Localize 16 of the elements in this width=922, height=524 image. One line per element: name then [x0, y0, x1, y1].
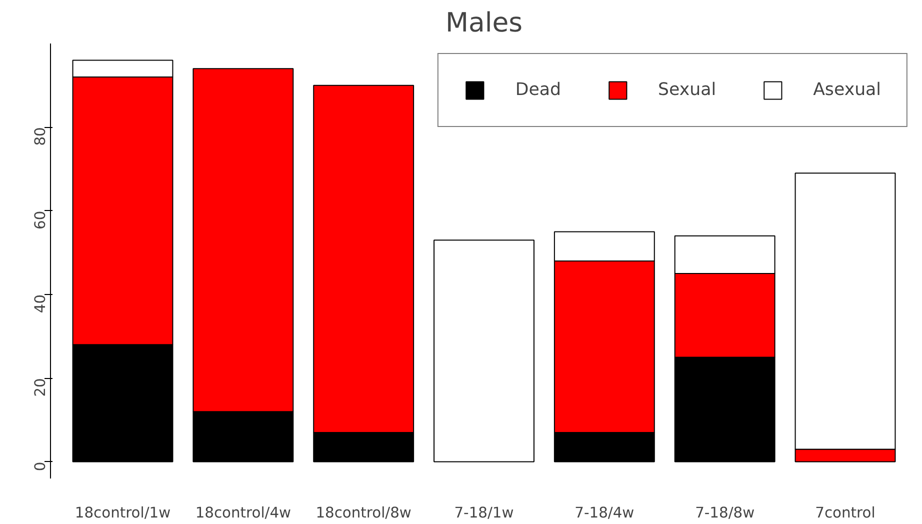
legend-label: Dead: [515, 80, 562, 100]
x-tick-label: 7-18/1w: [454, 504, 514, 522]
y-tick-label: 60: [32, 210, 49, 230]
x-tick-label: 7-18/4w: [574, 504, 634, 522]
y-tick-label: 0: [32, 462, 49, 472]
chart-title: Males: [445, 8, 523, 38]
x-tick-label: 7control: [815, 504, 876, 522]
y-tick-label: 80: [32, 127, 49, 146]
x-tick-label: 18control/1w: [74, 504, 171, 522]
x-tick-label: 18control/4w: [195, 504, 292, 522]
legend-label: Asexual: [813, 80, 881, 100]
legend-label: Sexual: [658, 80, 716, 100]
x-tick-label: 18control/8w: [316, 504, 412, 522]
y-tick-label: 20: [32, 378, 49, 397]
x-tick-label: 7-18/8w: [695, 504, 755, 522]
y-tick-label: 40: [32, 294, 49, 314]
